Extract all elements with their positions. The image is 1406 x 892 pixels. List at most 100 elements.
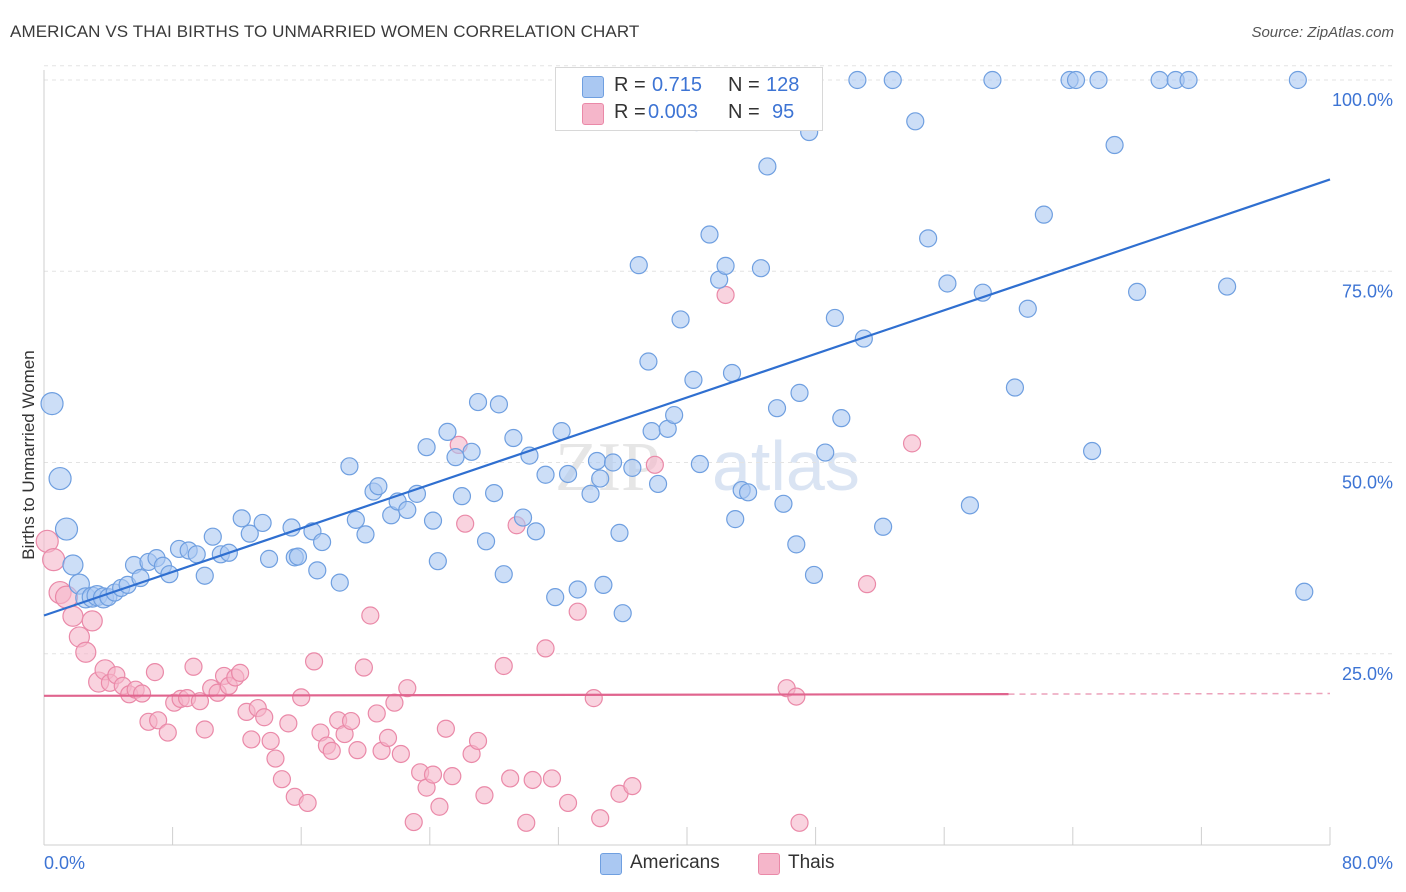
thais-point <box>716 285 735 305</box>
americans-point <box>1082 441 1102 461</box>
americans-point <box>54 517 79 541</box>
thais-point <box>81 610 103 632</box>
americans-point <box>726 510 745 529</box>
americans-point <box>513 508 533 527</box>
americans-point <box>240 524 259 543</box>
thais-point <box>430 797 449 816</box>
americans-point <box>700 225 719 244</box>
americans-point <box>639 352 658 371</box>
americans-point <box>232 509 251 528</box>
thais-point <box>385 693 404 712</box>
americans-point <box>417 438 436 457</box>
thais-point <box>341 711 361 731</box>
americans-n-label: N = <box>728 74 760 96</box>
americans-n-value: 128 <box>766 74 800 96</box>
americans-point <box>259 549 279 568</box>
americans-point <box>603 453 623 472</box>
americans-point <box>462 442 481 461</box>
americans-point <box>906 112 925 131</box>
americans-point <box>587 451 607 471</box>
americans-point <box>938 274 957 293</box>
thais-point <box>261 731 280 751</box>
americans-point <box>40 391 64 416</box>
americans-point <box>568 580 587 599</box>
thais-trend-line <box>43 693 1009 697</box>
thais-point <box>501 769 520 788</box>
thais-point <box>790 813 809 832</box>
americans-point <box>832 409 851 428</box>
americans-point <box>983 70 1002 90</box>
americans-point <box>1288 70 1307 90</box>
thais-point <box>436 719 455 738</box>
americans-r-value: 0.715 <box>652 74 703 96</box>
americans-point <box>312 532 332 552</box>
americans-point <box>1295 582 1314 601</box>
americans-point <box>187 545 206 564</box>
americans-point <box>62 554 84 576</box>
americans-point <box>369 477 388 496</box>
thais-point <box>536 639 555 658</box>
americans-point <box>825 308 844 328</box>
americans-point <box>1218 277 1237 296</box>
thais-point <box>568 602 587 621</box>
thais-point <box>517 813 536 832</box>
x-tick-label: 80.0% <box>1342 853 1393 873</box>
thais-point <box>645 455 664 474</box>
americans-point <box>642 422 661 441</box>
americans-point <box>485 484 504 503</box>
americans-point <box>526 522 545 541</box>
americans-point <box>476 532 496 551</box>
thais-point <box>292 688 311 707</box>
americans-point <box>594 575 613 595</box>
americans-point <box>340 457 359 476</box>
americans-point <box>504 428 523 448</box>
americans-point <box>973 283 992 302</box>
americans-point <box>1150 70 1169 90</box>
stats-legend: R = 0.715 N = 128 R = 0.003 N = 95 <box>555 67 823 131</box>
legend-thais-swatch <box>758 853 780 875</box>
thais-point <box>279 714 298 733</box>
americans-point <box>446 448 465 467</box>
americans-point <box>489 395 509 414</box>
thais-point <box>468 731 488 751</box>
source-label: Source: ZipAtlas.com <box>1251 24 1394 41</box>
americans-point <box>1066 70 1086 90</box>
thais-point <box>902 434 922 453</box>
thais-point <box>857 575 877 594</box>
thais-point <box>475 786 494 805</box>
americans-point <box>1179 70 1198 90</box>
americans-point <box>774 494 793 513</box>
thais-point <box>398 679 417 698</box>
thais-point <box>158 723 177 742</box>
americans-point <box>787 535 806 554</box>
americans-point <box>1005 378 1025 397</box>
y-tick-label: 100.0% <box>1332 90 1393 110</box>
thais-point <box>190 692 210 711</box>
americans-point <box>648 474 668 494</box>
thais-point <box>272 770 292 789</box>
thais-point <box>404 812 423 832</box>
americans-trend-line <box>43 178 1331 617</box>
x-tick-labels: 0.0% 80.0% <box>44 853 1393 873</box>
americans-point <box>1127 282 1147 302</box>
americans-point <box>919 229 938 248</box>
americans-point <box>468 392 488 412</box>
y-tick-label: 25.0% <box>1342 664 1393 684</box>
americans-point <box>1034 205 1053 224</box>
americans-point <box>690 454 709 474</box>
americans-point <box>195 566 214 585</box>
thais-n-label: N = <box>728 101 760 123</box>
thais-point <box>456 514 475 533</box>
thais-point <box>443 767 462 786</box>
thais-point <box>145 663 165 682</box>
americans-point <box>804 565 824 585</box>
y-tick-labels: 25.0% 50.0% 75.0% 100.0% <box>1332 90 1393 684</box>
thais-point <box>354 658 373 677</box>
americans-point <box>581 484 600 503</box>
thais-point <box>266 749 285 768</box>
y-tick-label: 50.0% <box>1342 473 1393 493</box>
americans-point <box>546 588 565 607</box>
americans-point <box>665 405 684 425</box>
thais-point <box>242 730 261 749</box>
americans-point <box>629 256 648 275</box>
